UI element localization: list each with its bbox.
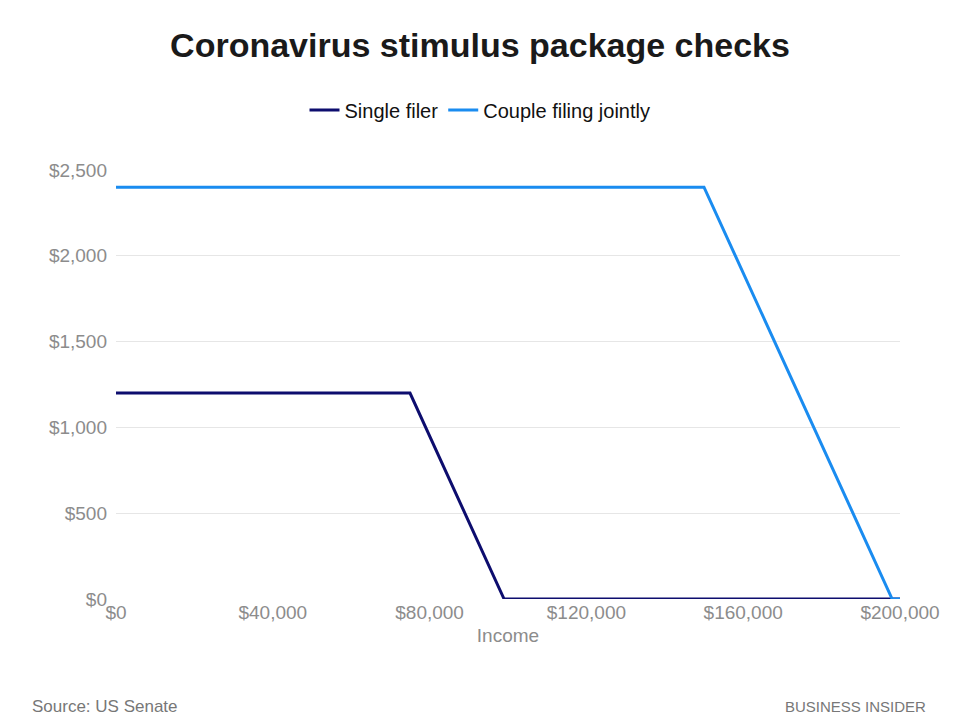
svg-text:Income: Income (477, 625, 539, 646)
svg-text:$2,500: $2,500 (49, 160, 107, 181)
svg-text:$200,000: $200,000 (860, 602, 939, 623)
svg-text:Source: US Senate: Source: US Senate (32, 697, 178, 716)
svg-text:$160,000: $160,000 (704, 602, 783, 623)
svg-text:Coronavirus stimulus package c: Coronavirus stimulus package checks (170, 26, 790, 64)
svg-text:$1,000: $1,000 (49, 417, 107, 438)
svg-text:$1,500: $1,500 (49, 331, 107, 352)
svg-text:$40,000: $40,000 (238, 602, 307, 623)
svg-text:$2,000: $2,000 (49, 245, 107, 266)
svg-text:$80,000: $80,000 (395, 602, 464, 623)
svg-text:Single filer: Single filer (345, 100, 439, 122)
svg-text:$0: $0 (86, 589, 107, 610)
svg-text:Couple filing jointly: Couple filing jointly (483, 100, 650, 122)
svg-text:$120,000: $120,000 (547, 602, 626, 623)
svg-text:$0: $0 (105, 602, 126, 623)
svg-text:$500: $500 (65, 503, 107, 524)
svg-text:BUSINESS INSIDER: BUSINESS INSIDER (785, 698, 926, 715)
